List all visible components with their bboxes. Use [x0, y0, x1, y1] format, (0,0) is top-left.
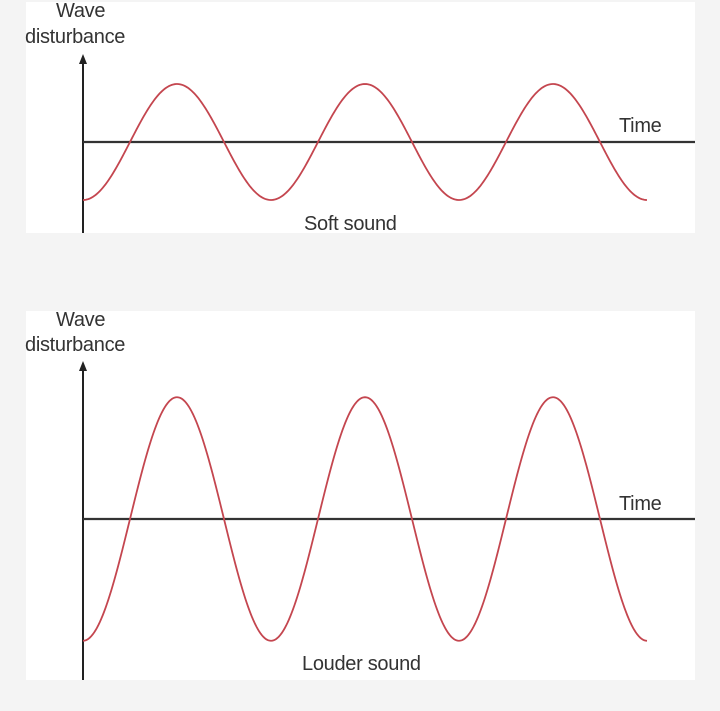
- y-axis-label-line1: Wave: [56, 0, 106, 22]
- louder-sound-diagram: [79, 361, 695, 680]
- caption: Soft sound: [304, 213, 397, 235]
- soft-sound-diagram: [79, 54, 695, 233]
- y-axis-arrow-icon: [79, 54, 87, 64]
- louder-sound-panel: Wave disturbance Time Louder sound: [25, 309, 695, 680]
- y-axis-label-line1: Wave: [56, 309, 106, 331]
- x-axis-label: Time: [619, 115, 662, 137]
- soft-sound-panel: Wave disturbance Time Soft sound: [25, 0, 695, 235]
- y-axis-label-line2: disturbance: [25, 334, 126, 356]
- caption: Louder sound: [302, 653, 421, 675]
- x-axis-label: Time: [619, 493, 662, 515]
- sound-wave: [82, 83, 648, 201]
- sound-wave: [82, 396, 648, 642]
- y-axis-label-line2: disturbance: [25, 26, 126, 48]
- y-axis-arrow-icon: [79, 361, 87, 371]
